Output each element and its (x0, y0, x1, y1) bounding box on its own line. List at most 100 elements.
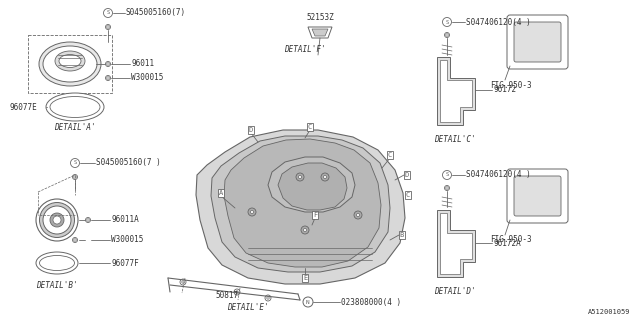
Text: W300015: W300015 (131, 74, 163, 83)
Ellipse shape (50, 213, 64, 227)
Polygon shape (224, 139, 381, 267)
Polygon shape (440, 213, 472, 274)
Text: A512001059: A512001059 (588, 309, 630, 315)
Circle shape (354, 211, 362, 219)
Polygon shape (268, 157, 355, 212)
Circle shape (87, 219, 89, 221)
Circle shape (445, 34, 448, 36)
Text: 96172: 96172 (493, 85, 516, 94)
FancyBboxPatch shape (507, 169, 568, 223)
Circle shape (442, 18, 451, 27)
Text: FIG.950-3: FIG.950-3 (490, 81, 532, 90)
Circle shape (298, 175, 301, 179)
Text: 96077E: 96077E (10, 102, 38, 111)
Polygon shape (440, 60, 472, 122)
Text: A: A (219, 190, 223, 196)
Text: FIG.950-3: FIG.950-3 (490, 236, 532, 244)
Polygon shape (278, 163, 347, 210)
Text: D: D (249, 127, 253, 133)
Ellipse shape (43, 206, 71, 234)
Text: DETAIL'A': DETAIL'A' (54, 124, 96, 132)
Circle shape (234, 289, 240, 295)
Circle shape (445, 186, 449, 190)
Text: D: D (405, 172, 409, 178)
Circle shape (72, 174, 77, 180)
Ellipse shape (50, 97, 100, 117)
Polygon shape (211, 136, 390, 272)
FancyBboxPatch shape (514, 22, 561, 62)
Text: S047406120(4 ): S047406120(4 ) (466, 171, 531, 180)
Circle shape (248, 208, 256, 216)
Circle shape (74, 239, 76, 241)
Circle shape (445, 33, 449, 37)
Text: 52153Z: 52153Z (306, 13, 334, 22)
Text: DETAIL'E': DETAIL'E' (227, 303, 269, 313)
Circle shape (267, 297, 269, 299)
Text: F: F (313, 212, 317, 218)
Circle shape (104, 9, 113, 18)
Circle shape (106, 76, 111, 81)
Text: S: S (445, 172, 449, 178)
Circle shape (106, 61, 111, 67)
Polygon shape (312, 29, 328, 36)
Polygon shape (437, 210, 475, 277)
Circle shape (296, 173, 304, 181)
Text: DETAIL'B': DETAIL'B' (36, 281, 78, 290)
Ellipse shape (59, 54, 81, 68)
Ellipse shape (46, 93, 104, 121)
Circle shape (301, 226, 309, 234)
FancyBboxPatch shape (514, 176, 561, 216)
Text: DETAIL'D': DETAIL'D' (434, 287, 476, 297)
Text: C: C (308, 124, 312, 130)
Ellipse shape (40, 255, 74, 270)
Circle shape (250, 211, 253, 213)
Circle shape (74, 176, 76, 178)
Polygon shape (196, 130, 405, 284)
Text: 96011A: 96011A (111, 215, 139, 225)
Text: C: C (406, 192, 410, 198)
Circle shape (321, 173, 329, 181)
Text: W300015: W300015 (111, 236, 143, 244)
Text: 96077F: 96077F (111, 259, 139, 268)
Text: S045005160(7 ): S045005160(7 ) (96, 158, 161, 167)
Polygon shape (437, 57, 475, 125)
Ellipse shape (53, 216, 61, 224)
Circle shape (107, 26, 109, 28)
Text: E: E (303, 275, 307, 281)
Ellipse shape (36, 199, 78, 241)
Circle shape (323, 175, 326, 179)
Ellipse shape (43, 46, 97, 82)
Text: S: S (74, 161, 77, 165)
Circle shape (265, 295, 271, 301)
Circle shape (445, 187, 448, 189)
Text: DETAIL'F': DETAIL'F' (284, 45, 326, 54)
Text: 023808000(4 ): 023808000(4 ) (341, 298, 401, 307)
Circle shape (107, 63, 109, 65)
Polygon shape (308, 27, 332, 38)
Text: DETAIL'C': DETAIL'C' (434, 135, 476, 145)
Text: S: S (106, 11, 109, 15)
Ellipse shape (36, 252, 78, 274)
Circle shape (107, 77, 109, 79)
FancyBboxPatch shape (28, 35, 112, 93)
Circle shape (236, 291, 238, 293)
Text: S047406120(4 ): S047406120(4 ) (466, 18, 531, 27)
Circle shape (180, 279, 186, 285)
Text: S: S (445, 20, 449, 25)
Circle shape (303, 228, 307, 231)
Circle shape (182, 281, 184, 283)
Circle shape (442, 171, 451, 180)
Text: C: C (388, 152, 392, 158)
Ellipse shape (39, 42, 101, 86)
Ellipse shape (40, 203, 74, 237)
Text: 96172A: 96172A (493, 238, 521, 247)
Ellipse shape (55, 51, 85, 71)
Circle shape (86, 218, 90, 222)
Circle shape (356, 213, 360, 217)
Text: B: B (400, 232, 404, 238)
Circle shape (106, 25, 111, 29)
Circle shape (303, 297, 313, 307)
Circle shape (72, 237, 77, 243)
Text: 50817: 50817 (215, 291, 238, 300)
FancyBboxPatch shape (507, 15, 568, 69)
